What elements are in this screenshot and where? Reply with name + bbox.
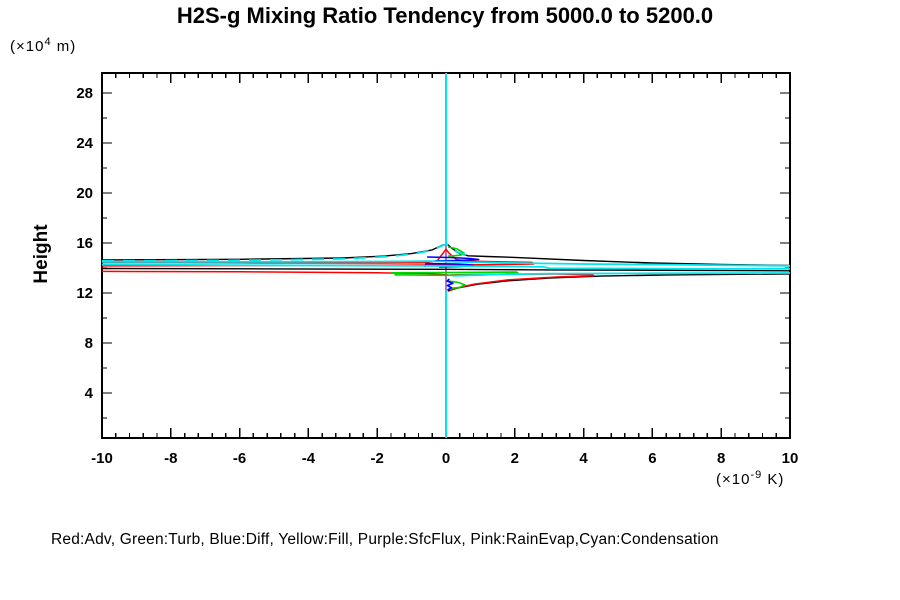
series-turb-line [448, 280, 466, 290]
series-condensation-line [452, 272, 791, 277]
y-tick-label: 16 [76, 235, 93, 252]
x-tick-label: 10 [782, 450, 799, 467]
x-unit-exponent: -9 [750, 469, 763, 481]
x-tick-label: 0 [442, 450, 450, 467]
x-tick-label: 8 [717, 450, 725, 467]
x-axis-unit-label: (×10-9 K) [716, 469, 785, 488]
y-tick-label: 8 [85, 335, 93, 352]
chart-title: H2S-g Mixing Ratio Tendency from 5000.0 … [176, 3, 714, 28]
y-tick-label: 20 [76, 185, 93, 202]
y-axis-unit-label: (×104 m) [10, 36, 77, 55]
series-diff-line [427, 256, 480, 262]
series-diff-line [446, 278, 454, 291]
y-tick-label: 12 [76, 285, 93, 302]
series-adv-line [101, 248, 535, 267]
y-unit-exponent: 4 [44, 36, 52, 48]
x-tick-label: 6 [648, 450, 656, 467]
x-tick-label: -8 [164, 450, 177, 467]
series-condensation-line [102, 260, 791, 267]
y-tick-label: 24 [76, 135, 93, 152]
y-tick-label: 28 [76, 85, 93, 102]
x-tick-label: 2 [511, 450, 519, 467]
y-tick-label: 4 [85, 385, 94, 402]
x-tick-label: 4 [579, 450, 588, 467]
series-condensation-line [101, 263, 791, 270]
series-condensation-line [101, 243, 467, 262]
x-tick-label: -10 [91, 450, 113, 467]
series-net(black)-line [101, 267, 791, 272]
series-legend-text: Red:Adv, Green:Turb, Blue:Diff, Yellow:F… [51, 531, 719, 548]
series-turb-line [390, 271, 520, 277]
x-tick-label: -2 [371, 450, 384, 467]
x-tick-label: -4 [302, 450, 316, 467]
series-net(black)-line [447, 273, 791, 292]
x-tick-label: -6 [233, 450, 246, 467]
